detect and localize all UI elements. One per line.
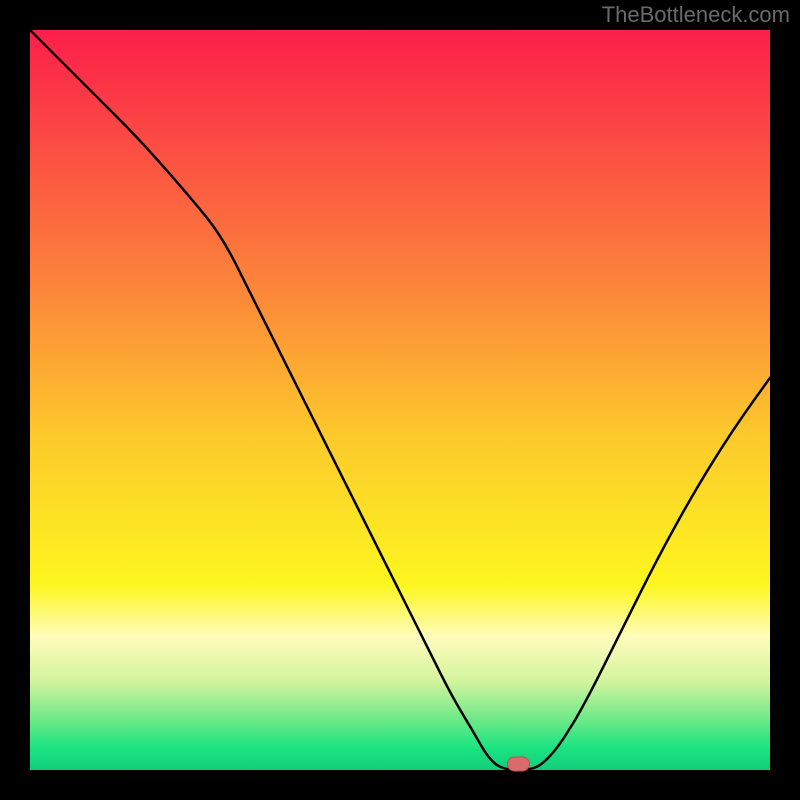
chart-svg <box>0 0 800 800</box>
optimal-marker <box>507 757 529 771</box>
bottleneck-chart: TheBottleneck.com <box>0 0 800 800</box>
watermark-text: TheBottleneck.com <box>602 2 790 28</box>
